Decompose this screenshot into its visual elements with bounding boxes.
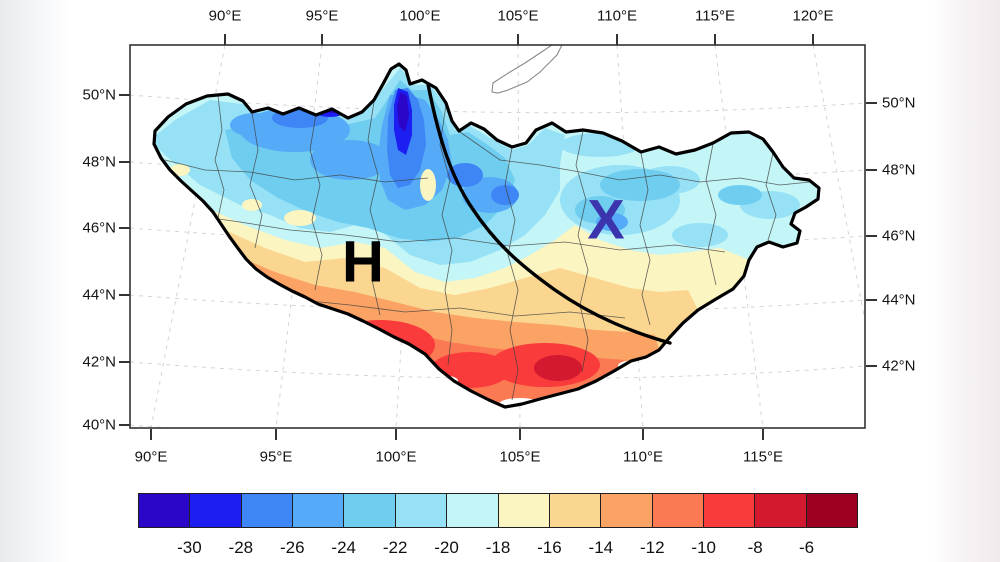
colorbar-tick-label: -26 [279,538,305,557]
colorbar-cell [447,494,499,527]
right-axis-tick [866,299,877,301]
mongolia-border [152,62,821,409]
right-axis-label: 42°N [882,357,916,375]
h-marker: H [342,230,384,295]
bottom-axis-tick [642,429,644,440]
left-axis-tick [119,361,130,363]
right-axis-label: 46°N [882,227,916,245]
colorbar-cell [549,494,602,527]
colorbar-tick-label: -14 [588,538,614,557]
top-axis-label: 95°E [305,7,339,25]
colorbar-tick-label: -8 [747,538,763,557]
left-axis-tick [119,161,130,163]
colorbar-cell [293,494,345,527]
bottom-axis-tick [275,429,277,440]
left-axis-label: 48°N [82,153,116,171]
top-axis-label: 110°E [597,7,637,25]
top-axis-tick [517,34,519,45]
temperature-fill [154,64,819,407]
top-axis-tick [812,34,814,45]
colorbar [138,493,858,528]
top-axis-tick [419,34,421,45]
bottom-axis-label: 90°E [134,448,168,466]
colorbar-cell [806,494,858,527]
top-axis-tick [224,34,226,45]
bottom-axis-tick [519,429,521,440]
top-axis-tick [616,34,618,45]
bottom-axis-tick [150,429,152,440]
left-axis-label: 42°N [82,353,116,371]
left-axis-tick [119,94,130,96]
bottom-axis-tick [395,429,397,440]
left-axis-label: 50°N [82,86,116,104]
left-edge-gradient [0,0,72,562]
plot-frame [129,44,866,429]
dividing-curve [426,82,672,345]
right-edge-gradient [932,0,1000,562]
bottom-axis-label: 100°E [375,448,417,466]
right-axis-tick [866,102,877,104]
right-axis-tick [866,365,877,367]
right-axis-label: 50°N [882,94,916,112]
right-axis-tick [866,169,877,171]
left-axis-tick [119,227,130,229]
colorbar-tick-label: -12 [639,538,665,557]
colorbar-tick-label: -30 [177,538,202,557]
bottom-axis-label: 105°E [499,448,541,466]
bottom-axis-tick [762,429,764,440]
colorbar-tick-label: -28 [228,538,254,557]
x-marker: X [587,188,624,251]
colorbar-cell [139,494,191,527]
colorbar-cell [652,494,704,527]
top-axis-label: 90°E [208,7,242,25]
left-axis-tick [119,424,130,426]
top-axis-label: 100°E [399,7,441,25]
top-axis-label: 105°E [497,7,539,25]
colorbar-cell [344,494,396,527]
colorbar-tick-label: -18 [485,538,511,557]
colorbar-tick-label: -24 [331,538,356,557]
colorbar-tick-label: -20 [434,538,459,557]
bottom-axis-label: 115°E [743,448,783,466]
right-axis-tick [866,235,877,237]
right-axis-label: 44°N [882,291,916,309]
colorbar-cell [395,494,448,527]
province-borders [164,95,811,401]
left-axis-tick [119,294,130,296]
left-axis-label: 44°N [82,286,116,304]
top-axis-label: 120°E [792,7,834,25]
left-axis-label: 40°N [82,416,116,434]
colorbar-cell [241,494,294,527]
colorbar-tick-label: -10 [691,538,716,557]
bottom-axis-label: 110°E [623,448,663,466]
colorbar-cell [703,494,756,527]
top-axis-label: 115°E [695,7,735,25]
colorbar-tick-label: -6 [799,538,815,557]
right-axis-label: 48°N [882,161,916,179]
top-axis-tick [321,34,323,45]
top-axis-tick [714,34,716,45]
colorbar-tick-label: -16 [537,538,562,557]
colorbar-cell [755,494,807,527]
bottom-axis-label: 95°E [259,448,293,466]
colorbar-cell [190,494,242,527]
colorbar-cell [498,494,550,527]
left-axis-label: 46°N [82,219,116,237]
lake-baikal-outline [491,45,563,94]
colorbar-tick-label: -22 [382,538,408,557]
colorbar-cell [601,494,653,527]
